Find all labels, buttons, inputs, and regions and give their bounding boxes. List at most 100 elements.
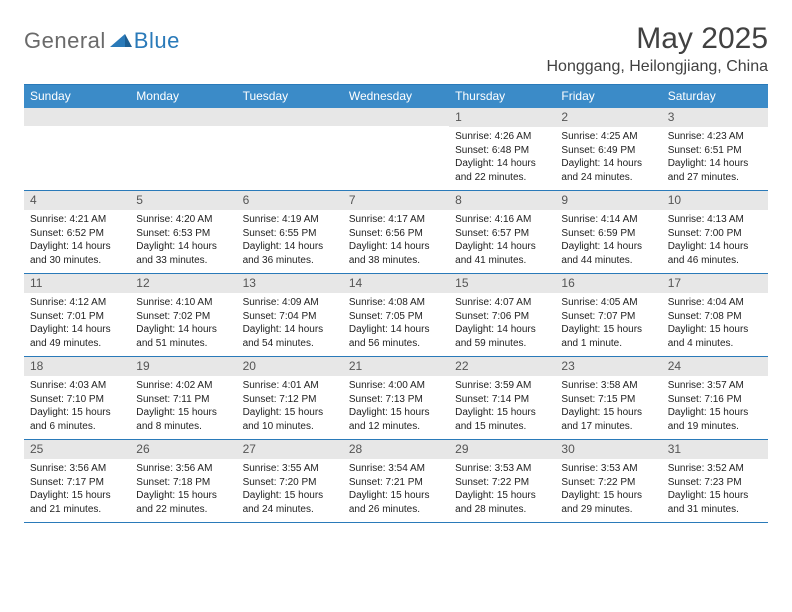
day-number: 6 — [237, 191, 343, 210]
day-number: 5 — [130, 191, 236, 210]
day-details — [343, 126, 449, 186]
sunrise-text: Sunrise: 4:25 AM — [561, 130, 655, 144]
day-number: 12 — [130, 274, 236, 293]
day-details: Sunrise: 4:08 AMSunset: 7:05 PMDaylight:… — [343, 293, 449, 356]
sunrise-text: Sunrise: 4:07 AM — [455, 296, 549, 310]
calendar-cell: 14Sunrise: 4:08 AMSunset: 7:05 PMDayligh… — [343, 274, 449, 356]
daylight-text: Daylight: 15 hours and 1 minute. — [561, 323, 655, 350]
day-details: Sunrise: 4:12 AMSunset: 7:01 PMDaylight:… — [24, 293, 130, 356]
logo-triangle-icon — [110, 31, 132, 52]
sunset-text: Sunset: 7:22 PM — [561, 476, 655, 490]
calendar-cell: 6Sunrise: 4:19 AMSunset: 6:55 PMDaylight… — [237, 191, 343, 273]
day-number: 1 — [449, 108, 555, 127]
sunrise-text: Sunrise: 3:57 AM — [668, 379, 762, 393]
day-number: 28 — [343, 440, 449, 459]
day-details: Sunrise: 3:56 AMSunset: 7:17 PMDaylight:… — [24, 459, 130, 522]
day-header-row: SundayMondayTuesdayWednesdayThursdayFrid… — [24, 85, 768, 108]
calendar-cell: 24Sunrise: 3:57 AMSunset: 7:16 PMDayligh… — [662, 357, 768, 439]
day-details: Sunrise: 4:26 AMSunset: 6:48 PMDaylight:… — [449, 127, 555, 190]
day-header-cell: Tuesday — [237, 85, 343, 108]
sunset-text: Sunset: 7:15 PM — [561, 393, 655, 407]
day-number: 10 — [662, 191, 768, 210]
daylight-text: Daylight: 15 hours and 28 minutes. — [455, 489, 549, 516]
day-details: Sunrise: 4:07 AMSunset: 7:06 PMDaylight:… — [449, 293, 555, 356]
day-number: 4 — [24, 191, 130, 210]
sunset-text: Sunset: 7:08 PM — [668, 310, 762, 324]
day-details: Sunrise: 4:03 AMSunset: 7:10 PMDaylight:… — [24, 376, 130, 439]
daylight-text: Daylight: 15 hours and 26 minutes. — [349, 489, 443, 516]
day-details: Sunrise: 3:57 AMSunset: 7:16 PMDaylight:… — [662, 376, 768, 439]
daylight-text: Daylight: 15 hours and 4 minutes. — [668, 323, 762, 350]
sunset-text: Sunset: 6:52 PM — [30, 227, 124, 241]
sunset-text: Sunset: 6:56 PM — [349, 227, 443, 241]
sunrise-text: Sunrise: 4:19 AM — [243, 213, 337, 227]
day-number — [130, 108, 236, 126]
day-number: 30 — [555, 440, 661, 459]
day-number: 2 — [555, 108, 661, 127]
daylight-text: Daylight: 15 hours and 19 minutes. — [668, 406, 762, 433]
sunrise-text: Sunrise: 4:03 AM — [30, 379, 124, 393]
day-number: 16 — [555, 274, 661, 293]
sunset-text: Sunset: 7:20 PM — [243, 476, 337, 490]
daylight-text: Daylight: 14 hours and 59 minutes. — [455, 323, 549, 350]
sunset-text: Sunset: 6:48 PM — [455, 144, 549, 158]
sunrise-text: Sunrise: 3:59 AM — [455, 379, 549, 393]
calendar-cell: 11Sunrise: 4:12 AMSunset: 7:01 PMDayligh… — [24, 274, 130, 356]
sunset-text: Sunset: 7:11 PM — [136, 393, 230, 407]
sunset-text: Sunset: 7:05 PM — [349, 310, 443, 324]
day-number: 14 — [343, 274, 449, 293]
calendar-cell: 1Sunrise: 4:26 AMSunset: 6:48 PMDaylight… — [449, 108, 555, 190]
calendar-cell — [130, 108, 236, 190]
sunrise-text: Sunrise: 3:55 AM — [243, 462, 337, 476]
daylight-text: Daylight: 14 hours and 36 minutes. — [243, 240, 337, 267]
daylight-text: Daylight: 14 hours and 24 minutes. — [561, 157, 655, 184]
header-row: General Blue May 2025 Honggang, Heilongj… — [24, 22, 768, 76]
day-number — [24, 108, 130, 126]
day-details: Sunrise: 4:04 AMSunset: 7:08 PMDaylight:… — [662, 293, 768, 356]
sunset-text: Sunset: 6:57 PM — [455, 227, 549, 241]
day-number — [343, 108, 449, 126]
daylight-text: Daylight: 15 hours and 10 minutes. — [243, 406, 337, 433]
day-details: Sunrise: 3:53 AMSunset: 7:22 PMDaylight:… — [449, 459, 555, 522]
daylight-text: Daylight: 14 hours and 33 minutes. — [136, 240, 230, 267]
logo: General Blue — [24, 28, 180, 54]
daylight-text: Daylight: 14 hours and 54 minutes. — [243, 323, 337, 350]
calendar-cell: 26Sunrise: 3:56 AMSunset: 7:18 PMDayligh… — [130, 440, 236, 522]
day-details — [24, 126, 130, 186]
sunset-text: Sunset: 7:17 PM — [30, 476, 124, 490]
sunrise-text: Sunrise: 4:10 AM — [136, 296, 230, 310]
sunset-text: Sunset: 7:23 PM — [668, 476, 762, 490]
sunrise-text: Sunrise: 4:21 AM — [30, 213, 124, 227]
calendar-cell: 17Sunrise: 4:04 AMSunset: 7:08 PMDayligh… — [662, 274, 768, 356]
calendar-cell: 27Sunrise: 3:55 AMSunset: 7:20 PMDayligh… — [237, 440, 343, 522]
calendar-cell: 2Sunrise: 4:25 AMSunset: 6:49 PMDaylight… — [555, 108, 661, 190]
day-number: 11 — [24, 274, 130, 293]
day-details: Sunrise: 4:09 AMSunset: 7:04 PMDaylight:… — [237, 293, 343, 356]
sunset-text: Sunset: 7:07 PM — [561, 310, 655, 324]
day-details: Sunrise: 3:56 AMSunset: 7:18 PMDaylight:… — [130, 459, 236, 522]
day-number: 20 — [237, 357, 343, 376]
calendar-cell: 15Sunrise: 4:07 AMSunset: 7:06 PMDayligh… — [449, 274, 555, 356]
daylight-text: Daylight: 14 hours and 46 minutes. — [668, 240, 762, 267]
sunset-text: Sunset: 7:02 PM — [136, 310, 230, 324]
calendar-cell: 7Sunrise: 4:17 AMSunset: 6:56 PMDaylight… — [343, 191, 449, 273]
daylight-text: Daylight: 14 hours and 41 minutes. — [455, 240, 549, 267]
calendar-cell: 8Sunrise: 4:16 AMSunset: 6:57 PMDaylight… — [449, 191, 555, 273]
day-number: 9 — [555, 191, 661, 210]
calendar-cell: 10Sunrise: 4:13 AMSunset: 7:00 PMDayligh… — [662, 191, 768, 273]
day-details: Sunrise: 4:02 AMSunset: 7:11 PMDaylight:… — [130, 376, 236, 439]
day-details: Sunrise: 4:20 AMSunset: 6:53 PMDaylight:… — [130, 210, 236, 273]
daylight-text: Daylight: 15 hours and 15 minutes. — [455, 406, 549, 433]
day-number: 18 — [24, 357, 130, 376]
day-header-cell: Saturday — [662, 85, 768, 108]
day-number: 17 — [662, 274, 768, 293]
sunrise-text: Sunrise: 4:12 AM — [30, 296, 124, 310]
month-title: May 2025 — [547, 22, 769, 56]
sunset-text: Sunset: 7:13 PM — [349, 393, 443, 407]
calendar-cell: 21Sunrise: 4:00 AMSunset: 7:13 PMDayligh… — [343, 357, 449, 439]
logo-text-general: General — [24, 28, 106, 54]
day-number: 13 — [237, 274, 343, 293]
sunset-text: Sunset: 7:01 PM — [30, 310, 124, 324]
sunset-text: Sunset: 7:16 PM — [668, 393, 762, 407]
calendar-cell: 16Sunrise: 4:05 AMSunset: 7:07 PMDayligh… — [555, 274, 661, 356]
